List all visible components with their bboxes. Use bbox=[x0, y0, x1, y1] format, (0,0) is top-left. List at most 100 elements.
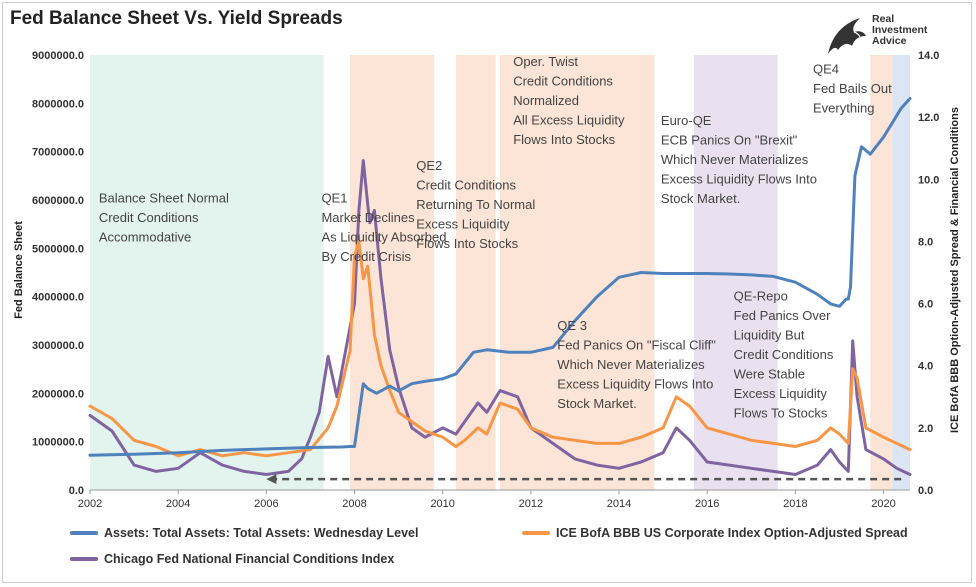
annotation-line: Market Declines bbox=[321, 210, 415, 225]
band-green-0 bbox=[90, 55, 324, 490]
y-left-tick-label: 5000000.0 bbox=[32, 243, 84, 255]
legend-swatch-assets bbox=[70, 531, 98, 535]
annotation-line: Fed Panics Over bbox=[734, 308, 831, 323]
annotation-line: Flows Into Stocks bbox=[513, 132, 615, 147]
annotation-line: Credit Conditions bbox=[99, 210, 199, 225]
annotation-line: Which Never Materializes bbox=[557, 357, 705, 372]
annotation-line: Excess Liquidity Flows Into bbox=[557, 376, 713, 391]
series-lines bbox=[88, 97, 912, 476]
annotation-line: Credit Conditions bbox=[513, 73, 613, 88]
annotation-line: Fed Panics On "Fiscal Cliff" bbox=[557, 337, 716, 352]
logo-line-2: Investment bbox=[872, 24, 928, 36]
logo-line-3: Advice bbox=[872, 35, 907, 47]
annotation-line: Liquidity But bbox=[734, 327, 805, 342]
series-line-spread bbox=[88, 239, 912, 458]
y-right-tick-label: 6.0 bbox=[918, 299, 933, 311]
annotation-line: Oper. Twist bbox=[513, 54, 578, 69]
annotation-line: Flows Into Stocks bbox=[416, 236, 518, 251]
annotation-line: Normalized bbox=[513, 93, 579, 108]
y-left-tick-label: 4000000.0 bbox=[32, 292, 84, 304]
annotation-line: QE4 bbox=[813, 62, 839, 77]
series-line-assets bbox=[88, 97, 912, 457]
legend-item-nfci: Chicago Fed National Financial Condition… bbox=[70, 552, 394, 566]
annotation-line: Stock Market. bbox=[661, 191, 740, 206]
annotation-line: QE1 bbox=[321, 191, 347, 206]
y-right-tick-label: 2.0 bbox=[918, 423, 933, 435]
band-orange-6 bbox=[870, 55, 893, 490]
annotation-line: As Liquidity Absorbed bbox=[321, 230, 446, 245]
annotation-line: Everything bbox=[813, 101, 874, 116]
axes: 2002 2004 2006 2008 2010 2012 2014 2016 2018 2020… bbox=[32, 50, 939, 510]
annotations: Balance Sheet Normal Credit Conditions Acc… bbox=[99, 54, 892, 421]
y-axis-left-label: Fed Balance Sheet bbox=[13, 221, 25, 319]
annotation-line: Accommodative bbox=[99, 230, 191, 245]
x-tick-label: 2018 bbox=[783, 498, 807, 510]
annotation-line: Credit Conditions bbox=[734, 347, 834, 362]
x-tick-label: 2016 bbox=[695, 498, 719, 510]
band-orange-2 bbox=[455, 55, 496, 490]
series-line-nfci bbox=[88, 159, 912, 476]
y-right-tick-label: 4.0 bbox=[918, 361, 933, 373]
annotation-line: All Excess Liquidity bbox=[513, 112, 625, 127]
annotation-line: ECB Panics On "Brexit" bbox=[661, 132, 798, 147]
annotation-line: By Credit Crisis bbox=[321, 249, 411, 264]
legend: Assets: Total Assets: Total Assets: Wedn… bbox=[70, 522, 950, 572]
annotation-line: Which Never Materializes bbox=[661, 152, 809, 167]
legend-swatch-nfci bbox=[70, 557, 98, 561]
eagle-icon bbox=[828, 18, 866, 54]
annotation-line: Excess Liquidity bbox=[734, 386, 828, 401]
x-tick-label: 2008 bbox=[342, 498, 366, 510]
annotation-line: Returning To Normal bbox=[416, 197, 535, 212]
annotation-2: QE2 Credit Conditions Returning To Normal E… bbox=[416, 158, 535, 251]
legend-item-spread: ICE BofA BBB US Corporate Index Option-A… bbox=[522, 526, 908, 540]
y-left-tick-label: 3000000.0 bbox=[32, 340, 84, 352]
band-blue-7 bbox=[892, 55, 910, 490]
x-tick-label: 2014 bbox=[607, 498, 631, 510]
brand-logo: Real Investment Advice bbox=[824, 14, 964, 60]
legend-item-assets: Assets: Total Assets: Total Assets: Wedn… bbox=[70, 526, 418, 540]
y-left-tick-label: 0.0 bbox=[69, 485, 84, 497]
y-left-tick-label: 8000000.0 bbox=[32, 98, 84, 110]
annotation-line: Balance Sheet Normal bbox=[99, 191, 229, 206]
x-tick-label: 2006 bbox=[254, 498, 278, 510]
y-right-tick-label: 10.0 bbox=[918, 174, 939, 186]
dashed-arrow-head bbox=[266, 474, 277, 485]
x-tick-label: 2012 bbox=[519, 498, 543, 510]
logo-wordmark: Real Investment Advice bbox=[872, 14, 927, 47]
x-tick-label: 2010 bbox=[430, 498, 454, 510]
legend-label-assets: Assets: Total Assets: Total Assets: Wedn… bbox=[104, 526, 419, 540]
dashed-arrow bbox=[266, 474, 902, 485]
y-right-tick-label: 12.0 bbox=[918, 112, 939, 124]
y-right-tick-label: 0.0 bbox=[918, 485, 933, 497]
y-left-tick-label: 9000000.0 bbox=[32, 50, 84, 62]
annotation-4: Euro-QE ECB Panics On "Brexit" Which Never… bbox=[661, 113, 817, 206]
annotation-line: QE-Repo bbox=[734, 288, 788, 303]
y-left-tick-label: 7000000.0 bbox=[32, 147, 84, 159]
y-left-tick-label: 1000000.0 bbox=[32, 437, 84, 449]
annotation-1: QE1 Market Declines As Liquidity Absorbed B… bbox=[321, 191, 446, 265]
x-tick-label: 2002 bbox=[78, 498, 102, 510]
chart-title: Fed Balance Sheet Vs. Yield Spreads bbox=[10, 8, 343, 29]
annotation-line: Flows To Stocks bbox=[734, 405, 828, 420]
x-tick-label: 2020 bbox=[871, 498, 895, 510]
y-right-tick-label: 14.0 bbox=[918, 50, 939, 62]
y-axis-right-label: ICE BofA BBB Option-Adjusted Spread & Fi… bbox=[949, 107, 961, 433]
annotation-line: Excess Liquidity bbox=[416, 216, 510, 231]
annotation-line: QE2 bbox=[416, 158, 442, 173]
annotation-line: Fed Bails Out bbox=[813, 81, 892, 96]
annotation-line: Credit Conditions bbox=[416, 177, 516, 192]
logo-line-1: Real bbox=[872, 13, 895, 25]
y-left-tick-label: 2000000.0 bbox=[32, 388, 84, 400]
annotation-3: Oper. Twist Credit Conditions Normalized Al… bbox=[513, 54, 625, 147]
annotation-line: Stock Market. bbox=[557, 396, 636, 411]
legend-label-spread: ICE BofA BBB US Corporate Index Option-A… bbox=[556, 526, 908, 540]
y-right-tick-label: 8.0 bbox=[918, 236, 933, 248]
legend-label-nfci: Chicago Fed National Financial Condition… bbox=[104, 552, 395, 566]
annotation-6: QE-Repo Fed Panics Over Liquidity But Credi… bbox=[734, 288, 834, 420]
annotation-5: QE 3 Fed Panics On "Fiscal Cliff" Which Ne… bbox=[557, 318, 716, 411]
annotation-line: Excess Liquidity Flows Into bbox=[661, 171, 817, 186]
annotation-0: Balance Sheet Normal Credit Conditions Acc… bbox=[99, 191, 229, 245]
annotation-line: QE 3 bbox=[557, 318, 587, 333]
